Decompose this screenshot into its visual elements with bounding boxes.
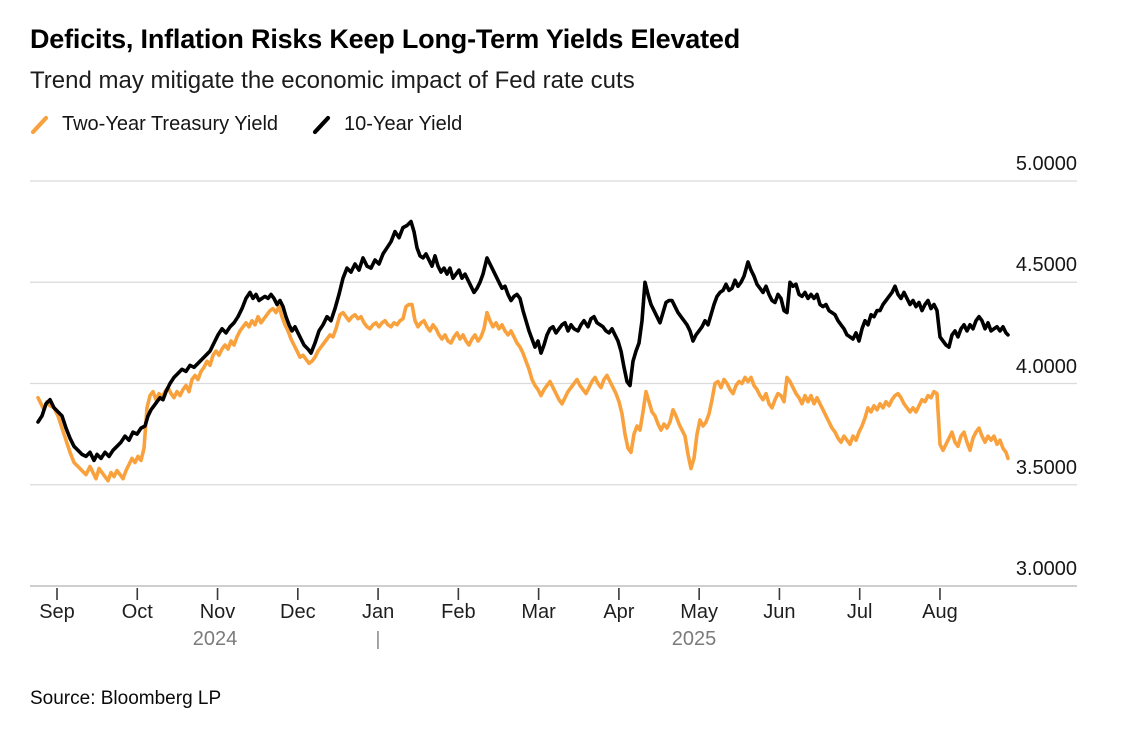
- x-axis-month-label: Feb: [441, 601, 476, 623]
- legend-item-ten-year: 10-Year Yield: [312, 113, 462, 136]
- x-axis-year-label: 2025: [671, 628, 717, 650]
- source-attribution: Source: Bloomberg LP: [30, 688, 222, 709]
- y-axis-tick-label: 5.0000: [1015, 153, 1077, 175]
- two-year-slash-icon: [30, 115, 49, 134]
- x-axis-month-label: Aug: [922, 601, 958, 623]
- x-axis-month-label: Apr: [603, 601, 635, 623]
- ten-year-slash-icon: [312, 115, 331, 134]
- x-axis-month-label: Nov: [199, 601, 236, 623]
- x-axis-month-label: Oct: [121, 601, 153, 623]
- x-axis-month-label: Sep: [39, 601, 75, 623]
- x-axis-month-label: Dec: [280, 601, 316, 623]
- x-axis-month-label: Mar: [521, 601, 556, 623]
- year-divider-mark: |: [375, 629, 381, 650]
- y-axis-tick-label: 4.0000: [1015, 355, 1077, 378]
- x-axis-month-label: Jul: [846, 601, 873, 623]
- x-axis-month-label: May: [680, 601, 719, 623]
- y-axis-tick-label: 3.5000: [1015, 456, 1077, 479]
- page-title: Deficits, Inflation Risks Keep Long-Term…: [30, 24, 740, 54]
- y-axis-tick-label: 3.0000: [1015, 558, 1077, 580]
- page-subtitle: Trend may mitigate the economic impact o…: [30, 67, 635, 94]
- x-axis-month-label: Jan: [361, 601, 395, 623]
- x-axis-year-label: 2024: [192, 628, 238, 650]
- ten-year-series-line: [36, 219, 1010, 463]
- two-year-series-line: [36, 302, 1010, 483]
- x-axis-month-label: Jun: [763, 601, 796, 623]
- legend-label-ten-year: 10-Year Yield: [344, 113, 463, 135]
- legend: Two-Year Treasury Yield 10-Year Yield: [30, 113, 462, 136]
- legend-item-two-year: Two-Year Treasury Yield: [30, 113, 278, 136]
- legend-label-two-year: Two-Year Treasury Yield: [62, 113, 279, 135]
- y-axis-tick-label: 4.5000: [1015, 254, 1077, 277]
